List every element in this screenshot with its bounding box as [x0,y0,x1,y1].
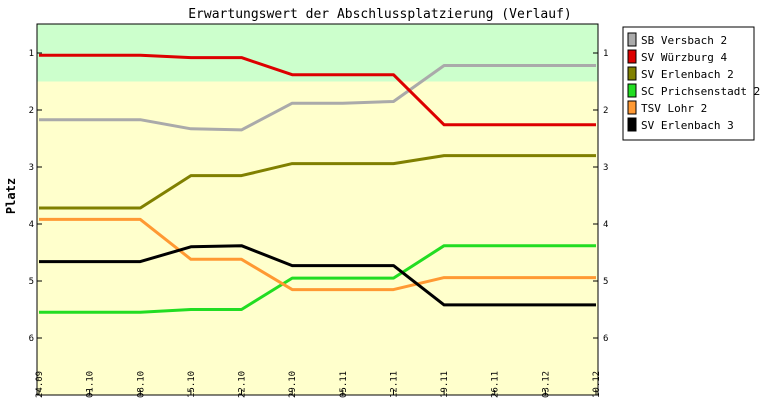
legend-label-5: TSV Lohr 2 [641,102,707,115]
legend-label-4: SC Prichsenstadt 2 [641,85,760,98]
series-line-3 [39,154,596,210]
chart-title: Erwartungswert der Abschlussplatzierung … [188,7,572,22]
x-tick-label: 12.11 [389,371,399,398]
y-tick-label-left: 6 [29,334,34,344]
y-tick-label-right: 4 [603,220,608,230]
series-line-5 [39,217,596,292]
y-tick-label-left: 4 [29,220,34,230]
plot-frame [36,23,599,396]
x-tick-label: 29.10 [288,371,298,398]
y-tick-label-right: 2 [603,106,608,116]
legend-label-6: SV Erlenbach 3 [641,119,734,132]
x-tick-label: 24.09 [35,371,45,398]
legend-label-2: SV Würzburg 4 [641,51,727,64]
x-tick-label: 19.11 [440,371,450,398]
legend-label-1: SB Versbach 2 [641,34,727,47]
y-axis-right: 1 2 3 4 5 6 [593,49,608,344]
y-tick-label-left: 2 [29,106,34,116]
x-tick-label: 10.12 [592,371,602,398]
series-line-1 [39,64,596,132]
series-line-6 [39,244,596,307]
x-tick-label: 03.12 [541,371,551,398]
legend-box [622,26,755,141]
y-tick-label-right: 6 [603,334,608,344]
x-tick-label: 01.10 [86,371,96,398]
y-tick-label-right: 3 [603,163,608,173]
legend-swatch-2 [627,49,637,64]
legend-label-3: SV Erlenbach 2 [641,68,734,81]
y-axis-left: 1 2 3 4 5 6 [29,49,42,344]
legend-swatch-5 [627,100,637,115]
x-tick-label: 15.10 [187,371,197,398]
x-tick-label: 05.11 [339,371,349,398]
x-axis: 24.09 01.10 08.10 15.10 22.10 29.10 05.11 12.11… [35,371,602,398]
band-1 [37,24,598,82]
x-tick-label: 26.11 [491,371,501,398]
legend-swatch-6 [627,117,637,132]
y-tick-label-left: 1 [29,49,34,59]
x-tick-label: 22.10 [238,371,248,398]
y-tick-label-left: 3 [29,163,34,173]
y-tick-label-right: 5 [603,277,608,287]
series-line-2 [39,53,596,127]
series-lines [39,53,596,314]
legend-swatch-3 [627,66,637,81]
x-tick-label: 08.10 [136,371,146,398]
y-axis-label: Platz [4,178,18,214]
series-line-4 [39,244,596,314]
background-bands [37,24,598,395]
y-tick-label-right: 1 [603,49,608,59]
legend: SB Versbach 2 SV Würzburg 4 SV Erlenbach 2… [622,26,760,141]
legend-swatch-1 [627,32,637,47]
y-tick-label-left: 5 [29,277,34,287]
band-2 [37,81,598,395]
legend-swatch-4 [627,83,637,98]
